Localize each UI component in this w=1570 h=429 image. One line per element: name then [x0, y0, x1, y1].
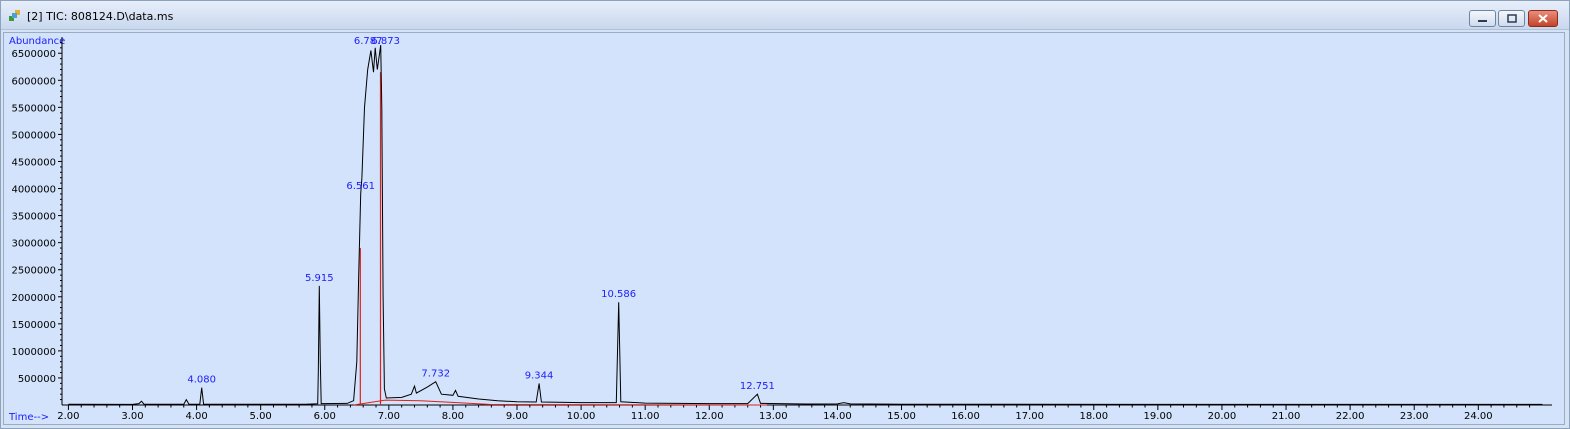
peak-label: 10.586 [601, 289, 636, 300]
y-tick-label: 1500000 [11, 320, 56, 331]
close-button[interactable] [1528, 10, 1558, 27]
close-icon [1538, 14, 1548, 23]
x-tick-label: 11.00 [631, 411, 660, 422]
x-tick-label: 24.00 [1464, 411, 1493, 422]
x-tick-label: 2.00 [57, 411, 79, 422]
peak-label: 6.561 [346, 181, 375, 192]
x-tick-label: 3.00 [121, 411, 143, 422]
x-tick-label: 9.00 [506, 411, 528, 422]
x-tick-label: 10.00 [567, 411, 596, 422]
y-tick-label: 500000 [18, 374, 56, 385]
x-tick-label: 21.00 [1272, 411, 1301, 422]
chromatogram-chart: Abundance Time--> 500000 1000000 1500000 20… [8, 36, 1552, 423]
x-tick-label: 15.00 [887, 411, 916, 422]
x-tick-label: 4.00 [185, 411, 207, 422]
peak-label: 12.751 [740, 381, 775, 392]
y-tick-label: 5500000 [11, 103, 56, 114]
peak-label: 7.732 [421, 369, 450, 380]
x-tick-label: 5.00 [250, 411, 272, 422]
window-title: [2] TIC: 808124.D\data.ms [27, 10, 174, 23]
y-tick-label: 4000000 [11, 185, 56, 196]
x-tick-label: 8.00 [442, 411, 464, 422]
x-tick-label: 7.00 [378, 411, 400, 422]
x-tick-label: 23.00 [1400, 411, 1429, 422]
x-tick-label: 14.00 [823, 411, 852, 422]
peak-label: 5.915 [305, 273, 334, 284]
y-tick-label: 2500000 [11, 266, 56, 277]
y-tick-label: 2000000 [11, 293, 56, 304]
plot-area: Abundance Time--> 500000 1000000 1500000 20… [3, 32, 1565, 425]
app-icon [9, 10, 20, 21]
integration-baseline [353, 399, 767, 406]
x-tick-label: 19.00 [1144, 411, 1173, 422]
peak-label: 9.344 [525, 370, 554, 381]
y-tick-label: 4500000 [11, 157, 56, 168]
y-tick-label: 5000000 [11, 130, 56, 141]
y-tick-label: 1000000 [11, 347, 56, 358]
tic-trace [68, 45, 1543, 405]
x-tick-label: 16.00 [951, 411, 980, 422]
minimize-button[interactable] [1469, 10, 1496, 27]
y-tick-label: 3000000 [11, 239, 56, 250]
x-tick-label: 20.00 [1208, 411, 1237, 422]
restore-icon [1507, 14, 1517, 23]
x-tick-label: 18.00 [1079, 411, 1108, 422]
peak-label: 6.787 [354, 36, 383, 47]
x-tick-label: 17.00 [1015, 411, 1044, 422]
restore-button[interactable] [1498, 10, 1525, 27]
x-tick-label: 6.00 [314, 411, 336, 422]
x-axis-label: Time--> [8, 412, 49, 423]
minimize-icon [1478, 20, 1487, 22]
y-tick-label: 6000000 [11, 76, 56, 87]
x-tick-label: 12.00 [695, 411, 724, 422]
x-tick-label: 22.00 [1336, 411, 1365, 422]
peak-label: 4.080 [187, 375, 216, 386]
title-bar[interactable]: [2] TIC: 808124.D\data.ms [1, 1, 1569, 30]
y-tick-label: 6500000 [11, 49, 56, 60]
x-tick-label: 13.00 [759, 411, 788, 422]
peak-label: 6.873 [371, 36, 400, 47]
y-tick-label: 3500000 [11, 212, 56, 223]
y-axis-label: Abundance [9, 36, 65, 47]
